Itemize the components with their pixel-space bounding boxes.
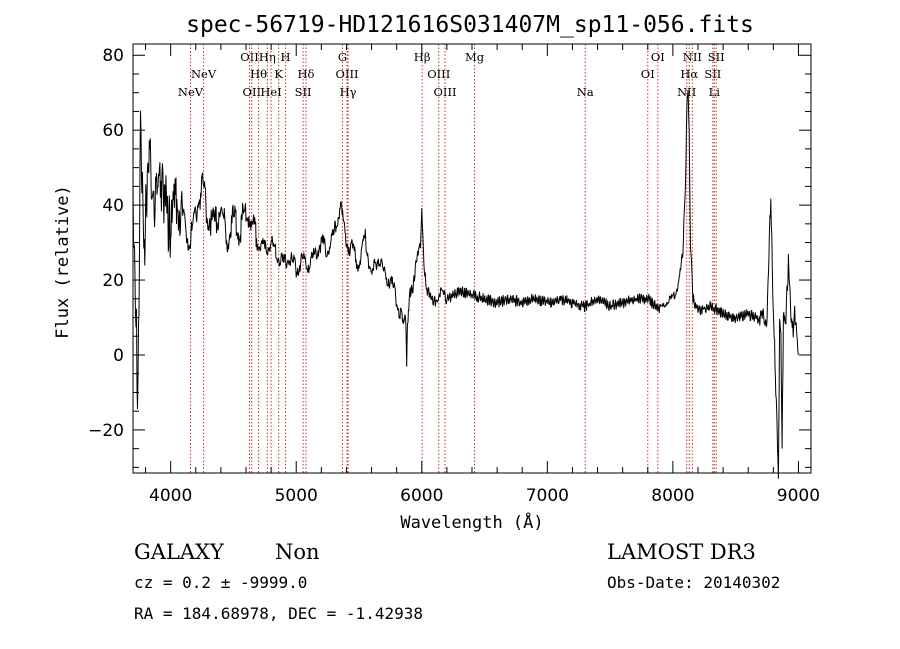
emission-line-label: HeI bbox=[260, 85, 281, 99]
emission-line-label: OII bbox=[240, 50, 259, 64]
y-tick-label: 0 bbox=[113, 346, 124, 366]
y-tick-label: 60 bbox=[102, 121, 124, 141]
coordinates-text: RA = 184.68978, DEC = -1.42938 bbox=[134, 604, 423, 623]
x-axis-label: Wavelength (Å) bbox=[400, 511, 543, 533]
emission-line-label: Hθ bbox=[250, 67, 267, 81]
emission-line-label: Hα bbox=[680, 67, 698, 81]
y-tick-label: 80 bbox=[102, 46, 124, 66]
emission-line-label: G bbox=[338, 50, 347, 64]
survey-label: LAMOST DR3 bbox=[607, 540, 756, 564]
emission-line-label: OI bbox=[651, 50, 665, 64]
emission-line-label: SII bbox=[295, 85, 312, 99]
obs-date-text: Obs-Date: 20140302 bbox=[607, 573, 780, 592]
emission-line-label: Hδ bbox=[298, 67, 315, 81]
emission-line-label: Hβ bbox=[414, 50, 431, 64]
y-tick-label: −20 bbox=[88, 421, 124, 441]
emission-line-label: NeV bbox=[178, 85, 204, 99]
chart-title: spec-56719-HD121616S031407M_sp11-056.fit… bbox=[186, 12, 754, 38]
x-tick-label: 5000 bbox=[275, 486, 318, 506]
spectrum-series bbox=[132, 89, 799, 479]
emission-line-label: OI bbox=[641, 67, 655, 81]
emission-line-label: Na bbox=[577, 85, 594, 99]
emission-line-label: SII bbox=[708, 50, 725, 64]
redshift-text: cz = 0.2 ± -9999.0 bbox=[134, 573, 307, 592]
x-tick-label: 8000 bbox=[651, 486, 694, 506]
emission-line-markers: NeV NeV OII OII Hθ Hη HeI KH SII Hδ G OIII Hγ Hβ OIII O… bbox=[178, 44, 725, 473]
emission-line-label: SII bbox=[704, 67, 721, 81]
emission-line-label: Hγ bbox=[340, 85, 357, 99]
spectrum-line bbox=[132, 89, 799, 479]
emission-line-label: NeV bbox=[191, 67, 217, 81]
emission-line-label: Hη bbox=[259, 50, 276, 64]
emission-line-label: Mg bbox=[465, 50, 485, 64]
subclass-label: Non bbox=[275, 540, 320, 564]
x-tick-label: 4000 bbox=[149, 486, 192, 506]
emission-line-label: OIII bbox=[427, 67, 450, 81]
y-axis-label: Flux (relative) bbox=[53, 185, 73, 339]
emission-line-label: K bbox=[274, 67, 283, 81]
y-tick-label: 40 bbox=[102, 196, 124, 216]
axes: 4000 5000 6000 7000 8000 9000 −20 0 20 40 60 80 bbox=[88, 43, 820, 506]
emission-line-label: OII bbox=[243, 85, 262, 99]
plot-frame bbox=[132, 43, 812, 474]
emission-line-label: OIII bbox=[433, 85, 456, 99]
emission-line-label: Li bbox=[709, 85, 721, 99]
emission-line-label: NII bbox=[677, 85, 696, 99]
x-tick-label: 9000 bbox=[777, 486, 820, 506]
y-tick-label: 20 bbox=[102, 271, 124, 291]
emission-line-label: H bbox=[281, 50, 291, 64]
emission-line-label: NII bbox=[683, 50, 702, 64]
emission-line-label: OIII bbox=[336, 67, 359, 81]
x-tick-label: 7000 bbox=[526, 486, 569, 506]
x-tick-label: 6000 bbox=[400, 486, 443, 506]
class-label: GALAXY bbox=[134, 540, 225, 564]
